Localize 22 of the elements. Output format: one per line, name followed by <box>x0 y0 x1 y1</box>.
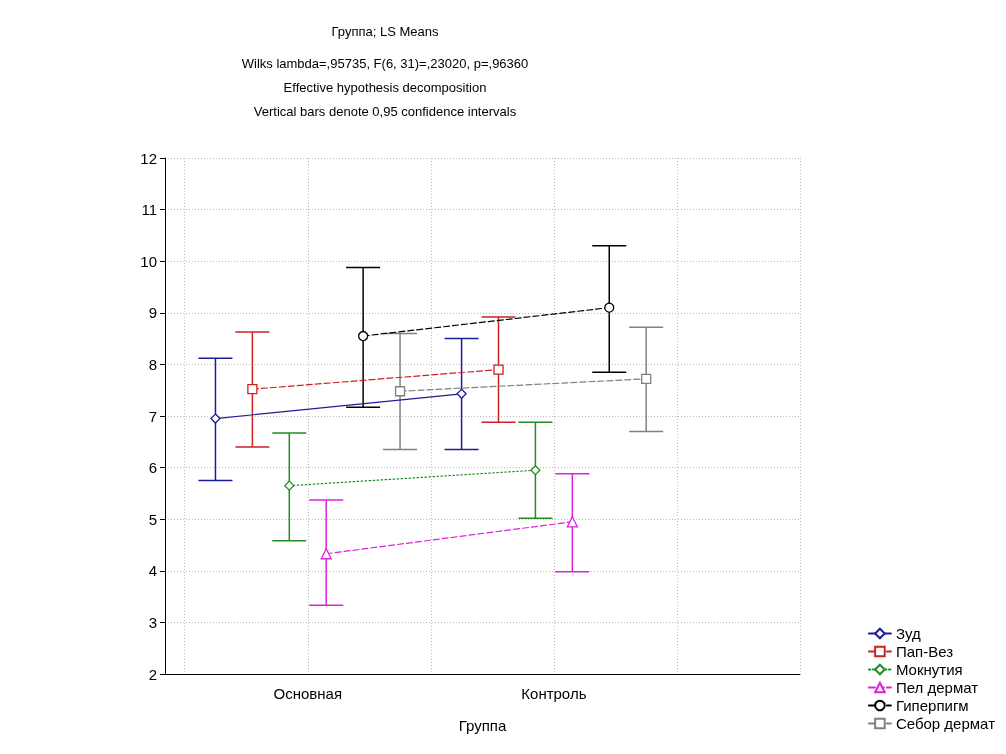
chart-subtitle: Wilks lambda=,95735, F(6, 31)=,23020, p=,96360 Effective hypothesis decomposition Vertical bars denote 0,95 confidence intervals <box>241 55 529 119</box>
legend-label: Мокнутия <box>895 661 963 678</box>
y-tick-label: 6 <box>148 459 157 477</box>
x-tick-label: Основная <box>273 685 343 702</box>
y-tick-label: 10 <box>140 252 157 270</box>
y-tick-label: 8 <box>148 355 157 373</box>
legend-label: Себор дермат <box>895 715 996 732</box>
x-axis-title: Группа <box>458 717 507 734</box>
legend-label: Пап-Вез <box>895 643 954 660</box>
legend-label: Пел дермат <box>895 679 979 696</box>
y-tick-label: 7 <box>148 407 157 425</box>
y-tick-label: 11 <box>141 201 157 219</box>
y-tick-label: 4 <box>148 562 157 580</box>
y-tick-label: 3 <box>148 613 157 631</box>
y-tick-label: 2 <box>148 665 157 683</box>
y-tick-label: 5 <box>148 510 157 528</box>
y-tick-label: 12 <box>140 149 157 167</box>
x-tick-label: Контроль <box>521 685 587 702</box>
chart-title: Группа; LS Means <box>331 24 439 39</box>
y-tick-label: 9 <box>148 304 157 322</box>
legend-label: Зуд <box>895 625 921 642</box>
legend-label: Гиперпигм <box>895 697 969 714</box>
